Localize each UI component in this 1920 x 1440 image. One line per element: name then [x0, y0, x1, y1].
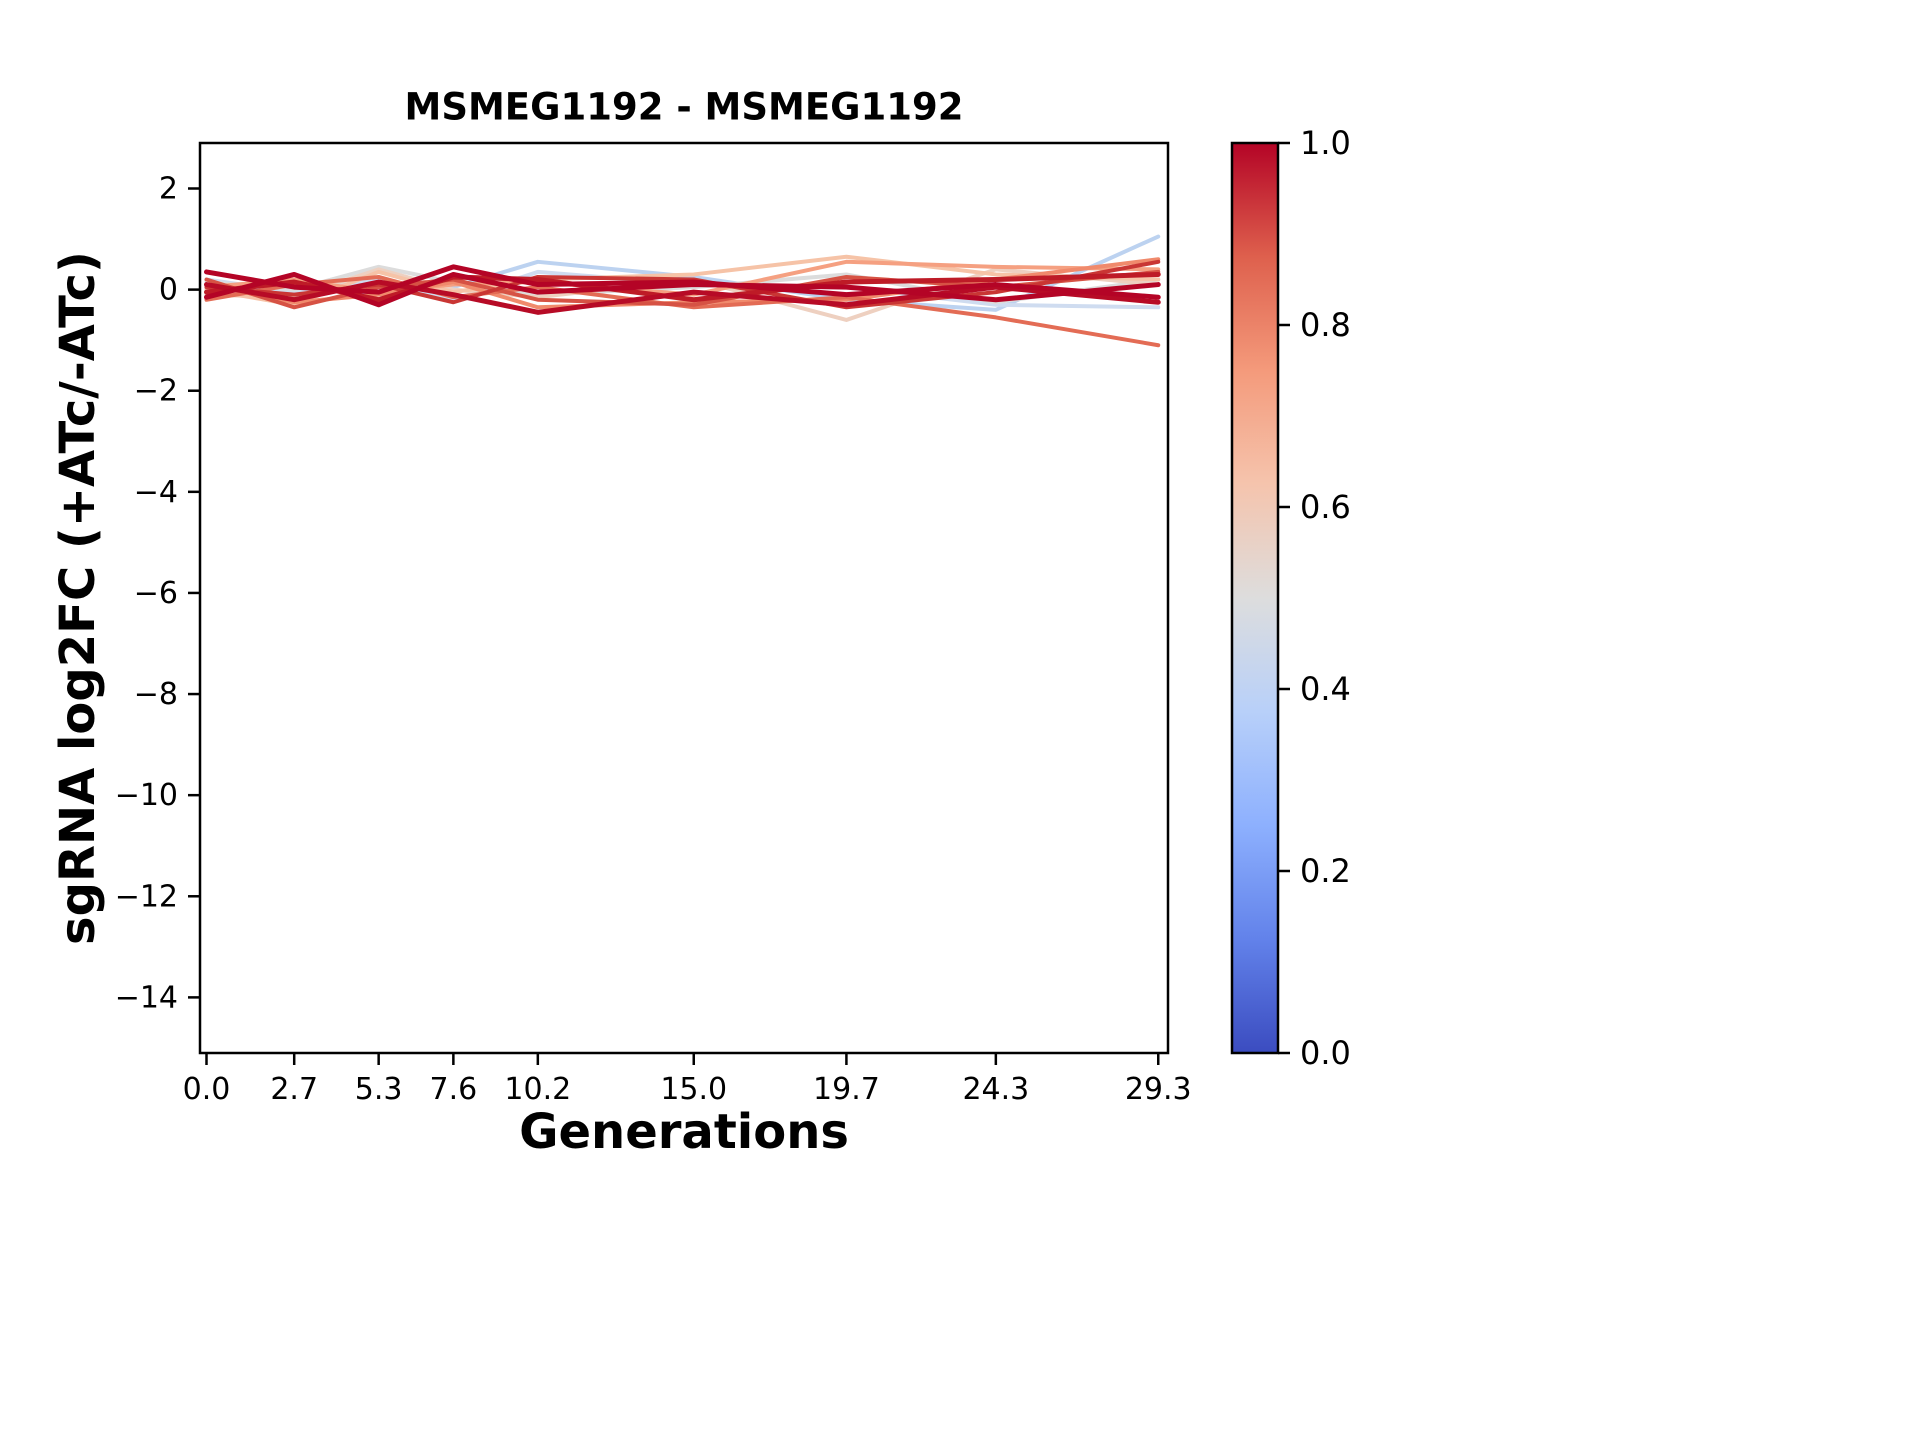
x-tick-label: 10.2: [504, 1072, 571, 1107]
x-tick-label: 19.7: [813, 1072, 880, 1107]
x-tick-label: 2.7: [270, 1072, 318, 1107]
y-tick-label: −6: [134, 576, 178, 611]
y-tick-label: −2: [134, 374, 178, 409]
x-axis-label: Generations: [519, 1104, 849, 1160]
colorbar-tick-label: 0.8: [1300, 306, 1351, 344]
x-tick-label: 15.0: [660, 1072, 727, 1107]
y-tick-label: 0: [159, 273, 178, 308]
y-tick-label: −14: [115, 980, 178, 1015]
y-tick-label: 2: [159, 172, 178, 207]
series-line: [203, 271, 1161, 308]
x-tick-label: 5.3: [355, 1072, 403, 1107]
colorbar-tick-label: 0.0: [1300, 1034, 1351, 1072]
series-line: [203, 264, 1161, 300]
x-tick-label: 29.3: [1125, 1072, 1192, 1107]
x-tick-label: 24.3: [962, 1072, 1029, 1107]
colorbar: [1232, 143, 1278, 1053]
x-tick-label: 0.0: [183, 1072, 231, 1107]
colorbar-tick-label: 0.4: [1300, 670, 1351, 708]
colorbar-tick-label: 1.0: [1300, 124, 1351, 162]
series-line: [203, 279, 1161, 315]
colorbar-frame: [1230, 141, 1280, 1055]
y-tick-label: −4: [134, 475, 178, 510]
y-tick-label: −8: [134, 677, 178, 712]
colorbar-tick-label: 0.2: [1300, 852, 1351, 890]
axes-frame: [198, 141, 1170, 1055]
chart-title: MSMEG1192 - MSMEG1192: [404, 85, 964, 129]
y-tick-label: −12: [115, 879, 178, 914]
series-line: [204, 269, 1161, 310]
x-tick-label: 7.6: [430, 1072, 478, 1107]
y-tick-label: −10: [115, 778, 178, 813]
colorbar-tick-label: 0.6: [1300, 488, 1351, 526]
